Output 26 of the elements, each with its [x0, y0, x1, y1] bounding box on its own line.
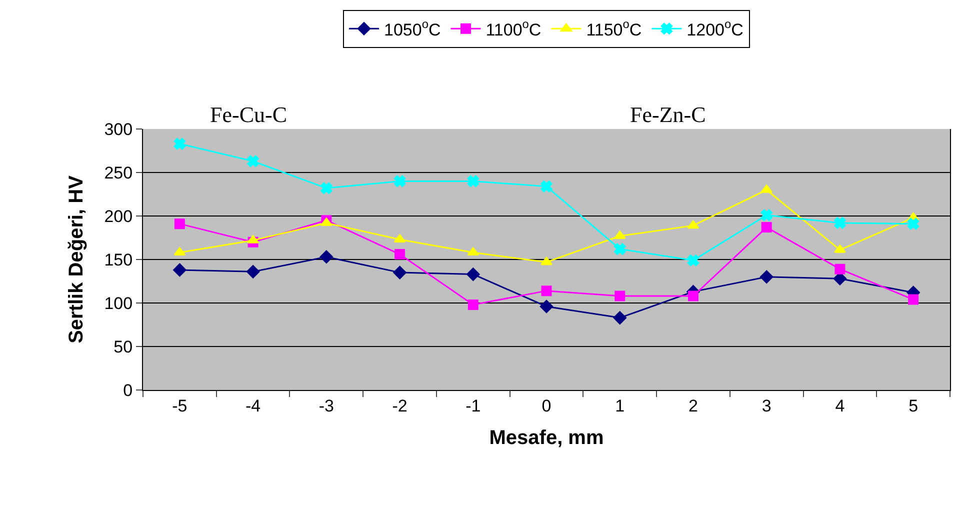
x-tick-label: -4 [245, 396, 261, 416]
y-tick-label: 100 [104, 294, 133, 313]
x-tick-label: 1 [615, 396, 625, 416]
x-tick-label: -5 [172, 396, 188, 416]
x-tick-label: -2 [392, 396, 408, 416]
y-tick-label: 150 [104, 250, 133, 270]
x-tick-label: 0 [542, 396, 552, 416]
text: Fe-Zn-C [630, 102, 706, 127]
legend-label: 1150$^{o}$C [586, 17, 642, 40]
legend-label: 1100$^{o}$C [486, 17, 542, 40]
legend-label: 1200$^{o}$C [686, 17, 744, 40]
x-tick-label: 4 [835, 396, 845, 416]
y-tick-label: 300 [104, 120, 133, 139]
y-tick-label: 250 [104, 163, 133, 182]
legend-label: 1050$^{o}$C [384, 17, 441, 40]
x-tick-label: -3 [318, 396, 334, 416]
x-tick-label: 2 [688, 396, 698, 416]
y-axis-title: Sertlik Değeri, HV [66, 174, 88, 344]
y-tick-label: 50 [114, 337, 133, 356]
x-tick-label: -1 [466, 396, 481, 416]
y-tick-label: 200 [104, 206, 133, 226]
x-tick-label: 3 [762, 396, 772, 416]
x-axis-title: Mesafe, mm [489, 426, 604, 449]
y-tick-label: 0 [123, 380, 133, 400]
x-tick-label: 5 [908, 396, 918, 416]
text: Fe-Cu-C [210, 102, 287, 127]
